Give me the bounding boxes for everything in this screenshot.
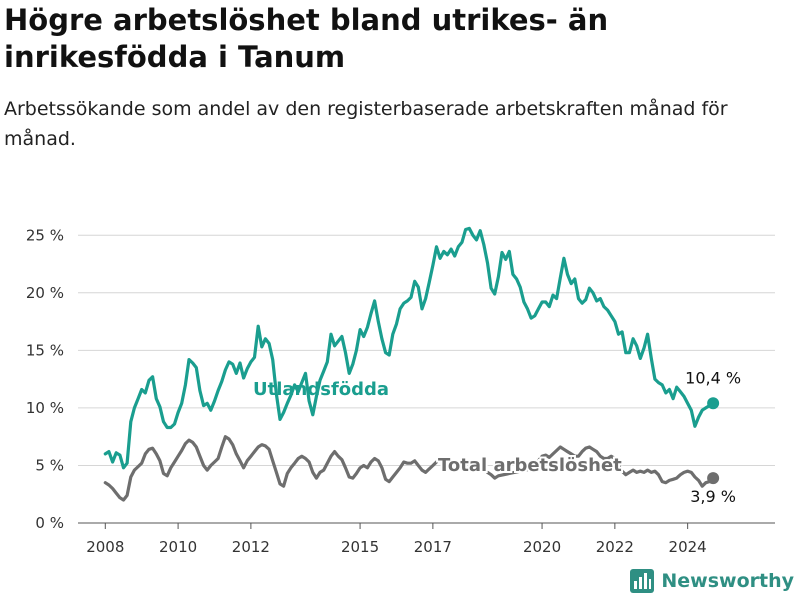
series-line <box>485 445 715 488</box>
chart-subtitle: Arbetssökande som andel av den registerb… <box>4 98 728 150</box>
x-tick-label: 2022 <box>596 538 634 556</box>
y-tick-label: 0 % <box>35 514 64 532</box>
y-tick-label: 5 % <box>35 456 64 474</box>
x-tick-label: 2012 <box>232 538 270 556</box>
y-tick-label: 25 % <box>26 226 64 244</box>
y-tick-label: 15 % <box>26 341 64 359</box>
series-layer <box>103 226 720 502</box>
series-end-label: 3,9 % <box>690 487 736 506</box>
x-tick-label: 2010 <box>159 538 197 556</box>
series-line <box>103 226 715 470</box>
brand-name: Newsworthy <box>661 570 794 592</box>
brand-logo: Newsworthy <box>629 568 794 594</box>
series-end-label: 10,4 % <box>685 368 741 387</box>
y-tick-label: 10 % <box>26 399 64 417</box>
series-end-dot <box>707 397 720 410</box>
label-layer: 10,4 % 3,9 % Utlandsfödda Total arbetslöshe… <box>253 368 741 506</box>
chart-title: Högre arbetslöshet bland utrikes- än inr… <box>4 3 609 74</box>
x-tick-label: 2024 <box>669 538 707 556</box>
newsworthy-logo-icon <box>630 569 655 593</box>
series-label-total: Total arbetslöshet <box>438 455 622 476</box>
x-tick-label: 2017 <box>414 538 452 556</box>
y-tick-label: 20 % <box>26 284 64 302</box>
x-tick-label: 2008 <box>86 538 124 556</box>
series-end-dot <box>707 472 720 485</box>
series-line <box>103 435 439 502</box>
series-label-utlandsfodda: Utlandsfödda <box>253 379 389 400</box>
x-tick-label: 2015 <box>341 538 379 556</box>
x-tick-label: 2020 <box>523 538 561 556</box>
axis-layer: 0 % 5 % 10 % 15 % 20 % 25 % 2008 2010 2012 2015 20… <box>26 226 775 556</box>
